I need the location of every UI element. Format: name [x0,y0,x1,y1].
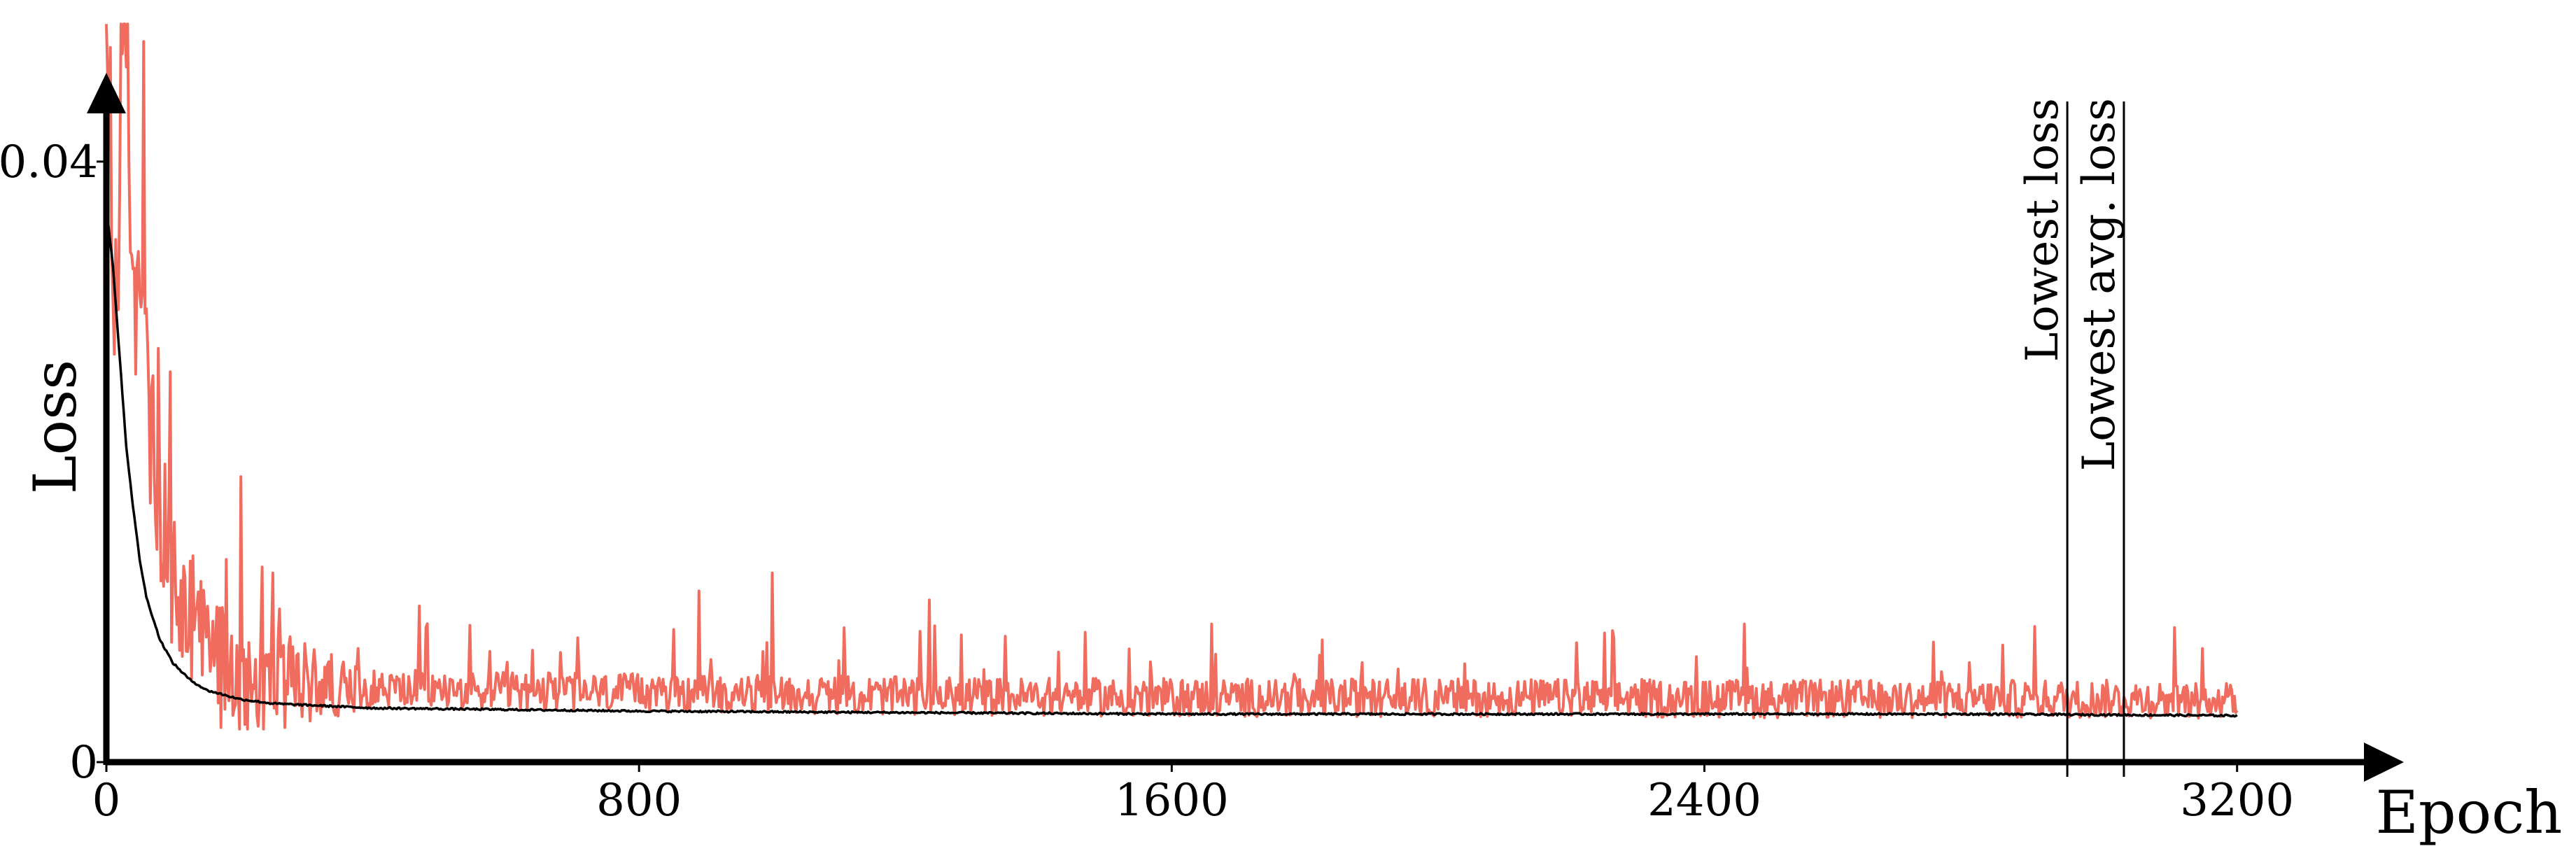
series-line-loss [105,22,2239,731]
marker-layer: Lowest loss Lowest avg. loss [2017,98,2125,777]
tick-layer: 0 800 1600 2400 3200 0 0.04 [0,136,2294,827]
y-tick-label: 0 [69,737,98,789]
marker-label-2: Lowest avg. loss [2074,98,2125,471]
x-tick-label: 3200 [2180,775,2294,827]
x-axis-arrow [2364,743,2404,782]
marker-label-1: Lowest loss [2017,98,2069,362]
y-tick-label: 0.04 [0,136,98,188]
y-axis-arrow [87,73,126,113]
x-tick-label: 1600 [1115,775,1229,827]
y-axis-title: Loss [21,360,90,495]
series-layer [105,22,2239,731]
x-tick-label: 0 [92,775,121,827]
series-line-avg-loss [105,206,2238,718]
axes-layer [87,73,2404,782]
x-tick-label: 2400 [1647,775,1761,827]
x-axis-title: Epoch [2376,778,2563,847]
x-tick-label: 800 [596,775,682,827]
